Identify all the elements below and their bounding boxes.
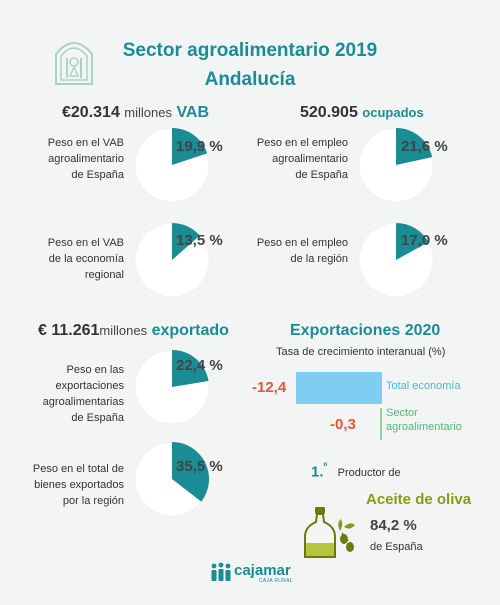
bar-sector-label-line: Sector — [386, 407, 418, 419]
pie-chart-6 — [134, 441, 210, 517]
pie-label-line: bienes exportados — [34, 479, 124, 491]
pie-slice — [396, 223, 429, 260]
vab-value: 20.314 — [70, 104, 120, 121]
producer-rank-suffix: Productor de — [337, 467, 401, 480]
pie-label-6: Peso en el total de bienes exportados por … — [2, 461, 124, 509]
pie-chart-4 — [358, 222, 434, 298]
producer-rank: 1. — [311, 463, 324, 481]
cajamar-logo-icon — [211, 562, 231, 581]
olive-oil-bottle-icon — [303, 507, 355, 558]
pie-label-5: Peso en las exportaciones agroalimentarias… — [2, 362, 124, 426]
empleo-value: 520.905 — [300, 104, 358, 121]
bar-sector-value: -0,3 — [330, 416, 356, 433]
vab-unit: millones — [124, 105, 172, 120]
footer-brand: cajamar — [234, 562, 291, 579]
pie-label-line: Peso en el VAB — [47, 137, 124, 149]
pie-slice — [396, 128, 433, 165]
vab-tag: VAB — [176, 104, 210, 121]
pie-value-1: 19,9 % — [176, 138, 223, 155]
pie-label-line: de España — [71, 169, 124, 181]
pie-chart-5 — [134, 349, 210, 425]
pie-chart-1 — [134, 127, 210, 203]
pie-label-2: Peso en el empleo agroalimentario de Españ… — [214, 135, 348, 183]
exportado-prefix: € — [38, 322, 47, 339]
producer-share: 84,2 % — [370, 517, 417, 534]
pie-label-line: Peso en el empleo — [256, 137, 348, 149]
exportado-tag: exportado — [151, 322, 229, 339]
pie-label-line: regional — [84, 269, 124, 281]
pie-value-3: 13,5 % — [176, 232, 223, 249]
bar-total-label: Total economía — [386, 380, 461, 392]
empleo-header: 520.905 ocupados — [300, 104, 424, 122]
exports-subtitle: Tasa de crecimiento interanual (%) — [276, 346, 446, 358]
producer-share-label: de España — [370, 541, 423, 553]
pie-label-line: de España — [71, 412, 124, 424]
pie-label-line: Peso en las — [66, 364, 124, 376]
bar-total-economia — [296, 372, 382, 404]
vab-header: €20.314 millones VAB — [62, 104, 209, 122]
exports-title: Exportaciones 2020 — [290, 322, 441, 339]
pie-value-5: 22,4 % — [176, 357, 223, 374]
exportado-unit: millones — [99, 323, 148, 338]
pie-slice — [172, 350, 209, 387]
pie-slice — [172, 442, 209, 502]
pie-slice — [172, 128, 208, 165]
vab-prefix: € — [62, 104, 71, 121]
pie-label-line: de la región — [290, 253, 349, 265]
pie-label-1: Peso en el VAB agroalimentario de España — [2, 135, 124, 183]
pie-label-3: Peso en el VAB de la economía regional — [2, 235, 124, 283]
footer-brand-sub: CAJA RURAL — [259, 578, 293, 584]
pie-label-line: agroalimentario — [272, 153, 348, 165]
producer-product: Aceite de oliva — [366, 491, 472, 508]
pie-label-line: Peso en el empleo — [256, 237, 348, 249]
pie-label-line: por la región — [62, 495, 124, 507]
andalucia-emblem-icon — [55, 42, 93, 85]
pie-label-line: exportaciones — [55, 380, 125, 392]
pie-slice — [172, 223, 200, 260]
bar-sector-label-line: agroalimentario — [386, 421, 462, 433]
pie-chart-2 — [358, 127, 434, 203]
bar-sector-agro — [379, 408, 382, 440]
page-title: Sector agroalimentario 2019 — [122, 40, 378, 61]
pie-chart-3 — [134, 222, 210, 298]
pie-label-line: Peso en el total de — [32, 463, 124, 475]
pie-value-2: 21,6 % — [401, 138, 448, 155]
producer-rank-sup: º — [323, 462, 328, 473]
bar-total-value: -12,4 — [252, 379, 287, 396]
pie-label-line: de la economía — [48, 253, 124, 265]
page-subtitle: Andalucía — [204, 69, 296, 90]
pie-value-6: 35,5 % — [176, 458, 223, 475]
pie-label-line: de España — [295, 169, 348, 181]
producer-rank-line: 1.º Productor de — [311, 462, 401, 481]
pie-label-line: agroalimentario — [48, 153, 124, 165]
pie-value-4: 17,0 % — [401, 232, 448, 249]
exportado-value: 11.261 — [51, 322, 100, 339]
exportado-header: € 11.261millones exportado — [38, 322, 229, 340]
pie-label-line: Peso en el VAB — [47, 237, 124, 249]
empleo-tag: ocupados — [362, 105, 424, 120]
bar-sector-label: Sector agroalimentario — [386, 406, 462, 434]
pie-label-line: agroalimentarias — [42, 396, 124, 408]
pie-label-4: Peso en el empleo de la región — [214, 235, 348, 267]
